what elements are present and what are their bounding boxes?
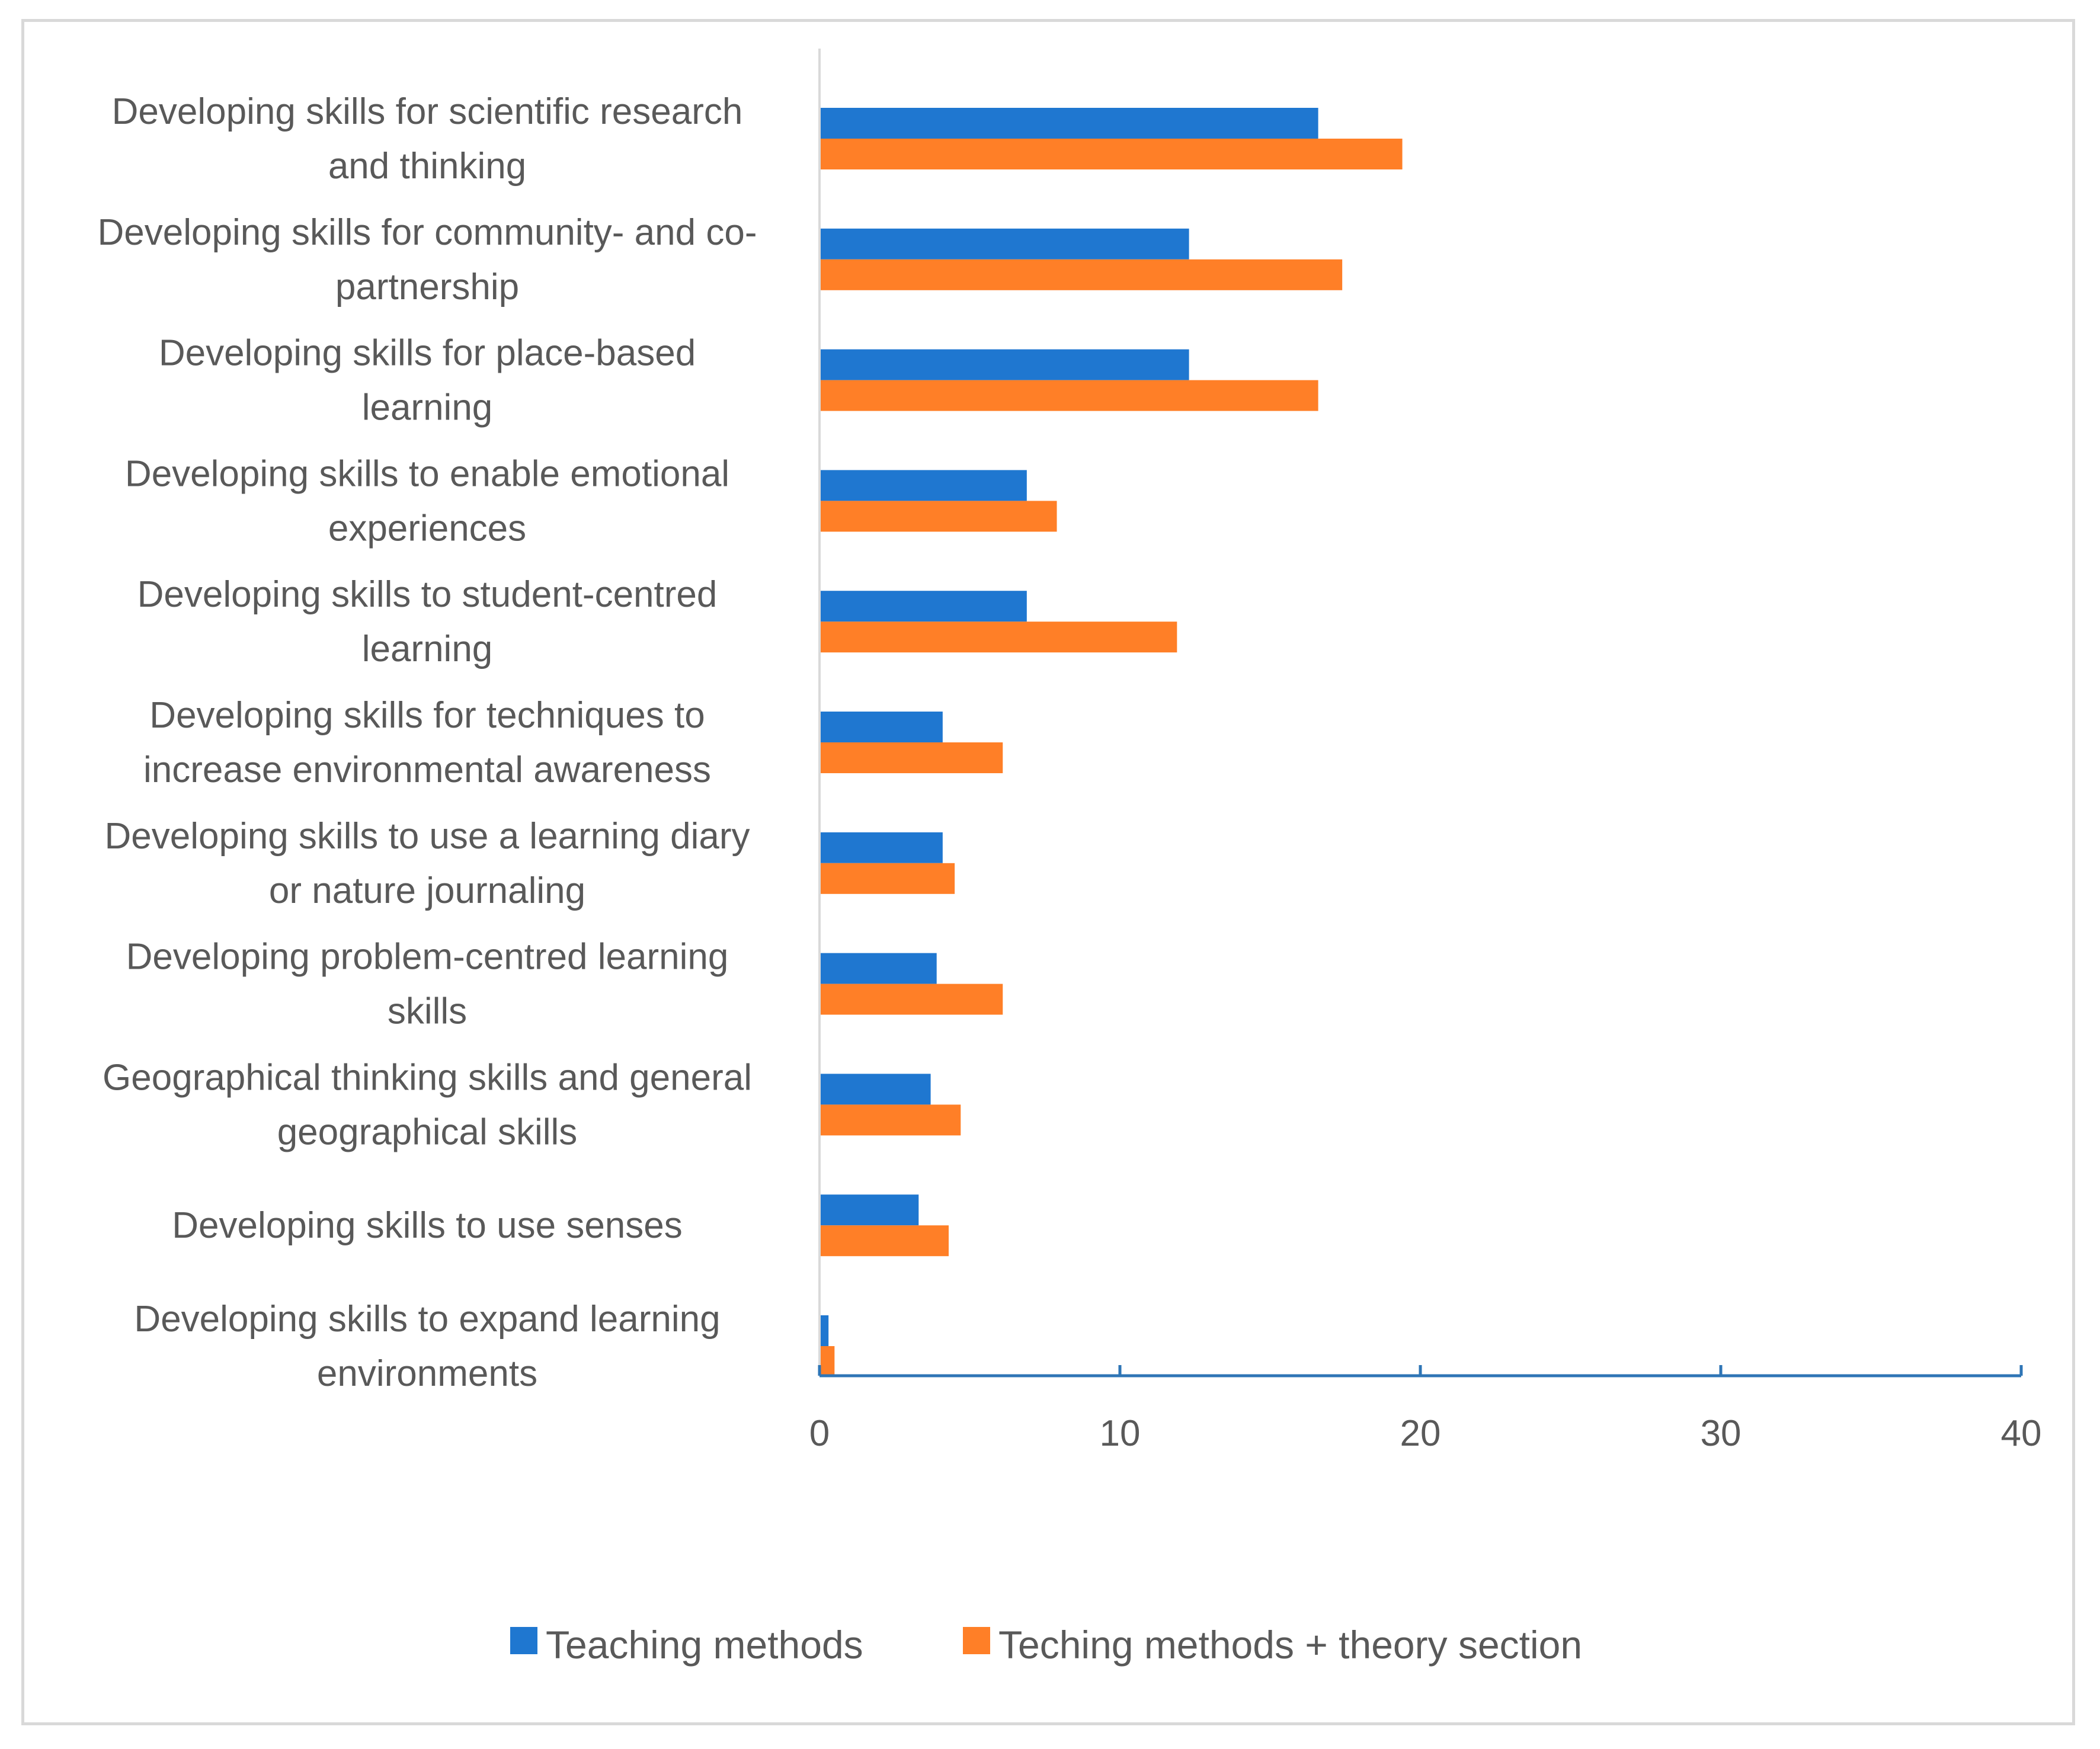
category-label-line: experiences <box>328 508 526 549</box>
legend-label-1: Teaching methods <box>546 1623 863 1667</box>
bar-teaching-theory-1 <box>819 139 1403 169</box>
category-label-line: Developing skills to enable emotional <box>125 453 729 494</box>
category-label: Developing skills for techniques to incre… <box>143 695 711 790</box>
category-label: Developing problem-centred learning skill… <box>126 937 729 1032</box>
category-label: Developing skills to student-centred lear… <box>137 574 718 670</box>
bar-teaching-theory-2 <box>819 259 1343 290</box>
category-label-line: Developing skills to use a learning diar… <box>104 816 750 857</box>
category-label: Developing skills for community- and co-… <box>98 212 757 307</box>
bar-teaching-methods-5 <box>819 591 1027 622</box>
chart-frame: Developing skills for scientific researc… <box>21 19 2075 1725</box>
category-label: Developing skills to enable emotional exp… <box>125 453 729 549</box>
category-label-line: increase environmental awareness <box>143 749 711 790</box>
bar-teaching-methods-7 <box>819 832 943 863</box>
bar-teaching-theory-6 <box>819 742 1003 773</box>
x-tick-label: 30 <box>1701 1413 1742 1454</box>
bar-teaching-methods-10 <box>819 1194 919 1226</box>
legend-label-2: Teching methods + theory section <box>998 1623 1582 1667</box>
category-label: Geographical thinking skills and general… <box>103 1057 752 1152</box>
category-label-line: learning <box>362 387 493 428</box>
legend: Teaching methods Teching methods + theory… <box>510 1623 1582 1667</box>
category-label: Developing skills to expand learning envi… <box>134 1299 720 1394</box>
bar-teaching-theory-10 <box>819 1225 949 1257</box>
category-label-line: learning <box>362 629 493 670</box>
category-label-line: skills <box>388 991 467 1032</box>
category-label-line: Developing skills to expand learning <box>134 1299 720 1340</box>
x-axis: 0 10 20 30 40 <box>809 49 2042 1454</box>
bar-teaching-theory-9 <box>819 1104 961 1136</box>
bar-teaching-methods-8 <box>819 953 937 984</box>
bar-teaching-methods-6 <box>819 712 943 742</box>
category-label-line: geographical skills <box>277 1111 578 1152</box>
category-label: Developing skills for place-based learnin… <box>159 333 696 428</box>
category-label-line: Developing skills to student-centred <box>137 574 718 615</box>
bar-teaching-methods-1 <box>819 108 1318 139</box>
bar-teaching-methods-2 <box>819 228 1189 260</box>
category-label: Developing skills to use senses <box>172 1205 683 1246</box>
category-labels: Developing skills for scientific researc… <box>98 91 757 1394</box>
x-tick-label: 20 <box>1400 1413 1441 1454</box>
category-label-line: Developing skills for scientific researc… <box>112 91 743 132</box>
bar-teaching-theory-11 <box>819 1346 835 1377</box>
bar-teaching-methods-3 <box>819 349 1189 380</box>
legend-swatch-1 <box>510 1627 537 1654</box>
bar-teaching-theory-7 <box>819 863 955 894</box>
bar-teaching-theory-5 <box>819 622 1177 653</box>
category-label-line: and thinking <box>328 146 526 187</box>
category-label-line: Developing skills to use senses <box>172 1205 683 1246</box>
bar-teaching-methods-9 <box>819 1074 931 1105</box>
bar-chart: Developing skills for scientific researc… <box>98 49 2042 1667</box>
bar-teaching-methods-11 <box>819 1315 829 1346</box>
category-label-line: Developing skills for community- and co- <box>98 212 757 253</box>
category-label-line: Developing skills for place-based <box>159 333 696 374</box>
bar-teaching-theory-3 <box>819 380 1318 411</box>
category-label-line: or nature journaling <box>269 870 585 911</box>
x-tick-label: 10 <box>1100 1413 1141 1454</box>
x-tick-label: 0 <box>809 1413 830 1454</box>
category-label: Developing skills to use a learning diar… <box>104 816 750 911</box>
category-label-line: Geographical thinking skills and general <box>103 1057 752 1098</box>
bar-teaching-methods-4 <box>819 470 1027 501</box>
bar-teaching-theory-8 <box>819 984 1003 1015</box>
category-label-line: environments <box>317 1353 537 1394</box>
category-label-line: partnership <box>335 267 519 307</box>
category-label: Developing skills for scientific researc… <box>112 91 743 187</box>
bars-layer <box>819 108 1403 1377</box>
category-label-line: Developing problem-centred learning <box>126 937 729 978</box>
x-tick-label: 40 <box>2001 1413 2042 1454</box>
category-label-line: Developing skills for techniques to <box>149 695 705 736</box>
legend-swatch-2 <box>963 1627 990 1654</box>
bar-teaching-theory-4 <box>819 501 1057 532</box>
